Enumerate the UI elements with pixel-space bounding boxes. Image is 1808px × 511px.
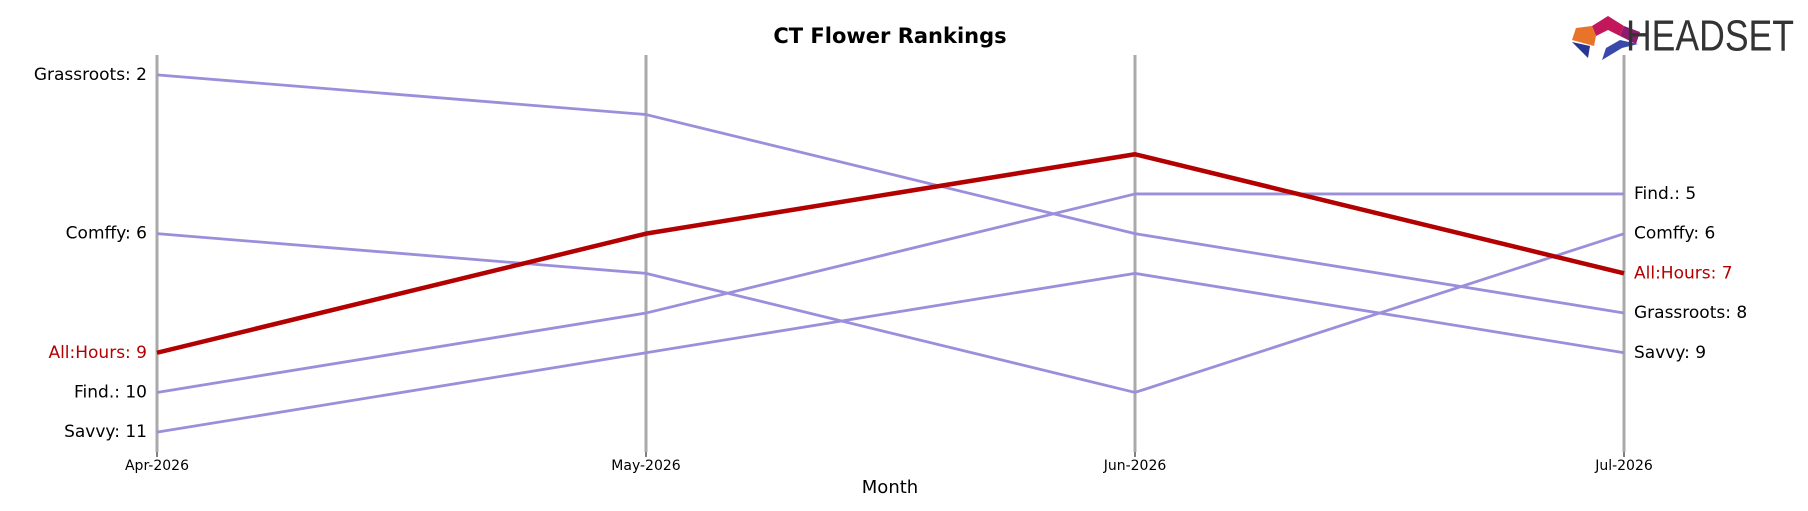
logo-mark xyxy=(1620,26,1640,44)
rank-label: All:Hours: 9 xyxy=(48,343,147,363)
rank-label: All:Hours: 7 xyxy=(1634,263,1733,283)
x-axis-label: Month xyxy=(862,477,918,498)
rank-label: Find.: 5 xyxy=(1634,184,1696,204)
chart-title: CT Flower Rankings xyxy=(773,24,1006,48)
brand-name: HEADSET xyxy=(1626,12,1794,61)
rank-label: Find.: 10 xyxy=(74,382,147,402)
logo-mark xyxy=(1572,26,1596,46)
axes: Apr-2026 May-2026 Jun-2026 Jul-2026 xyxy=(125,55,1653,474)
rank-label: Comffy: 6 xyxy=(1634,224,1715,244)
rank-label: Grassroots: 8 xyxy=(1634,303,1747,323)
rank-label: Grassroots: 2 xyxy=(34,65,147,85)
x-tick-label: Jun-2026 xyxy=(1103,458,1167,474)
logo-mark xyxy=(1602,40,1638,60)
rank-line xyxy=(156,152,1625,355)
rank-label: Savvy: 11 xyxy=(64,422,147,442)
x-tick-label: May-2026 xyxy=(611,458,680,474)
logo-mark xyxy=(1592,16,1624,36)
rank-line xyxy=(156,271,1625,434)
rank-label: Savvy: 9 xyxy=(1634,343,1706,363)
rank-label: Comffy: 6 xyxy=(66,224,147,244)
x-tick-label: Jul-2026 xyxy=(1594,458,1653,474)
rank-line xyxy=(156,192,1624,394)
rank-line xyxy=(156,73,1625,315)
x-tick-label: Apr-2026 xyxy=(125,458,189,474)
brand-logo: HEADSET xyxy=(1572,12,1794,61)
logo-mark xyxy=(1572,42,1590,58)
